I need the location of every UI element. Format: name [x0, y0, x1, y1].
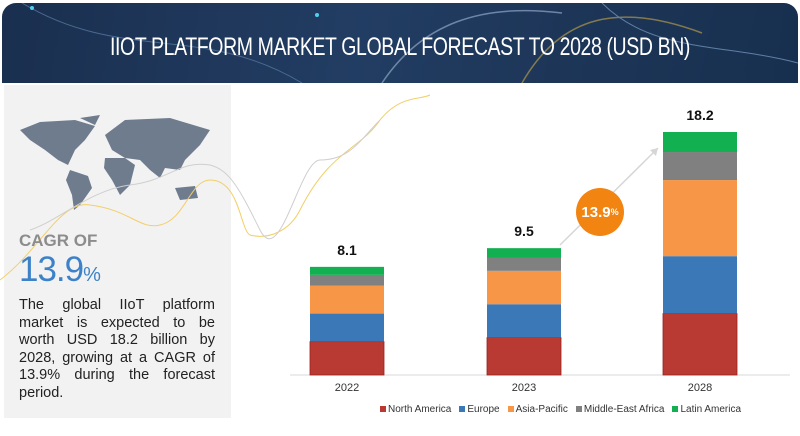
legend-swatch: [672, 406, 679, 412]
total-label: 18.2: [686, 107, 713, 123]
legend-item: Middle-East Africa: [575, 404, 665, 415]
bar-segment-europe: [663, 256, 737, 314]
legend-swatch: [459, 406, 466, 412]
bar-segment-asia-pacific: [663, 180, 737, 257]
bar-segment-north-america: [486, 337, 562, 376]
legend-label: Middle-East Africa: [583, 404, 665, 415]
bar-segment-latin-america: [663, 132, 737, 153]
chart-legend: North America Europe Asia-Pacific Middle-Ea…: [380, 404, 741, 415]
bar-segment-north-america: [309, 341, 385, 376]
legend-label: North America: [388, 404, 452, 415]
cagr-badge: 13.9%: [576, 188, 624, 236]
total-label: 8.1: [337, 242, 357, 258]
total-label: 9.5: [514, 223, 534, 239]
market-description: The global IIoT platform market is expec…: [19, 297, 215, 401]
legend-item: Europe: [459, 404, 500, 415]
bar-segment-latin-america: [310, 266, 384, 275]
bar-segment-europe: [310, 313, 384, 342]
x-tick-label: 2022: [335, 382, 359, 394]
chart-title: IIOT PLATFORM MARKET GLOBAL FORECAST TO …: [109, 33, 691, 61]
x-tick-label: 2028: [688, 382, 712, 394]
badge-unit: %: [610, 207, 619, 217]
bar-segment-europe: [487, 304, 561, 338]
cagr-value: 13.9%: [19, 250, 101, 290]
legend-swatch: [575, 406, 582, 412]
bar-segment-north-america: [662, 313, 738, 376]
cagr-unit: %: [83, 264, 101, 286]
legend-swatch: [380, 406, 386, 412]
bar-segment-middle-east-africa: [310, 274, 384, 286]
legend-item: North America: [380, 404, 451, 415]
legend-label: Asia-Pacific: [515, 404, 568, 415]
bar-segment-middle-east-africa: [487, 257, 561, 271]
header-banner: IIOT PLATFORM MARKET GLOBAL FORECAST TO …: [2, 3, 798, 83]
world-map-icon: [20, 115, 210, 210]
bar-segment-middle-east-africa: [663, 152, 737, 181]
legend-item: Latin America: [672, 404, 741, 415]
legend-label: Latin America: [680, 404, 742, 415]
cagr-label: CAGR OF: [19, 231, 98, 250]
arrow-head-icon: [650, 148, 658, 156]
cagr-number: 13.9: [19, 250, 84, 289]
bar-segment-asia-pacific: [487, 270, 561, 305]
bar-segment-asia-pacific: [310, 285, 384, 314]
x-tick-label: 2023: [512, 382, 536, 394]
legend-swatch: [507, 406, 514, 412]
bar-segment-latin-america: [487, 248, 561, 258]
legend-label: Europe: [467, 404, 500, 415]
badge-value: 13.9: [581, 203, 611, 221]
network-lines-decoration: [21, 3, 798, 83]
legend-item: Asia-Pacific: [507, 404, 568, 415]
